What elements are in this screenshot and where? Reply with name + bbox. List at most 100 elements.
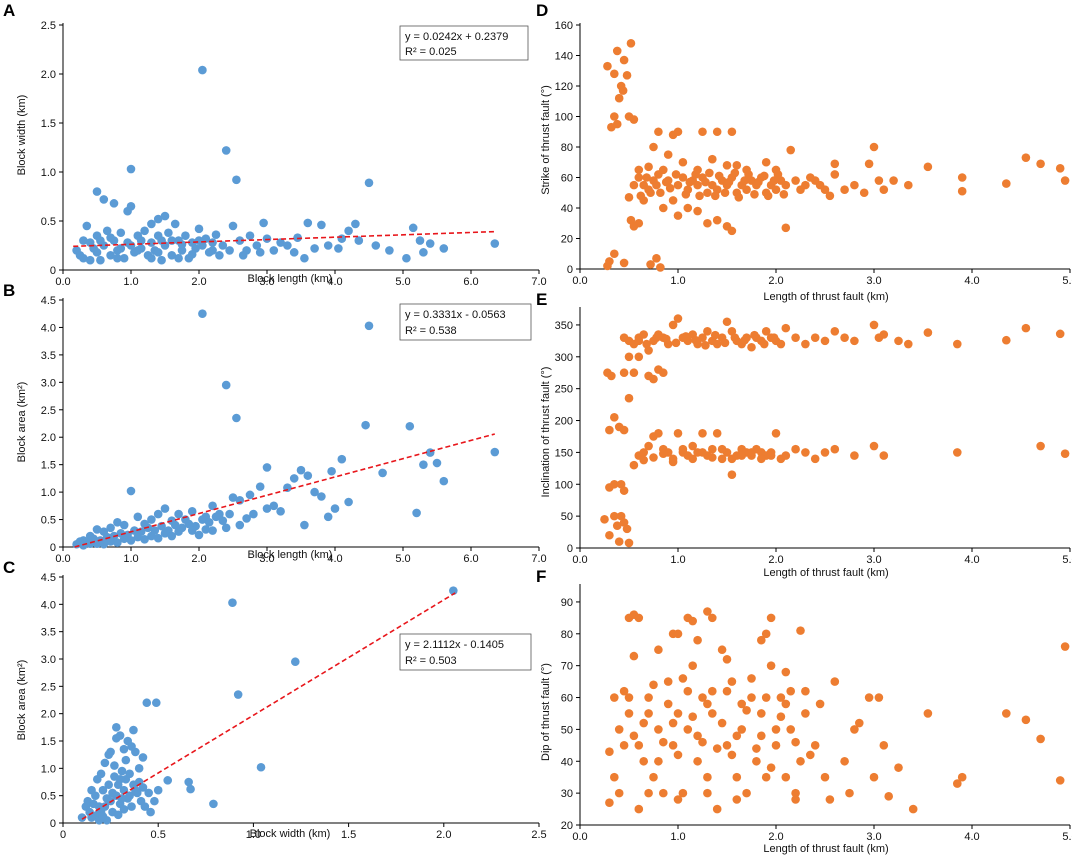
panel-c-data-point <box>121 755 131 765</box>
panel-c-y-tick-label: 0 <box>50 818 56 830</box>
panel-b-data-point <box>204 518 214 527</box>
panel-e-data-point <box>698 333 707 342</box>
panel-b-data-point <box>106 523 115 533</box>
panel-c-data-point <box>98 812 108 821</box>
panel-f-data-point <box>693 635 702 645</box>
panel-f-data-point <box>1002 709 1011 718</box>
panel-e-x-tick-label: 5.0 <box>1062 554 1072 566</box>
panel-b-ylabel: Block area (km²) <box>16 382 28 463</box>
panel-b-data-point <box>310 487 319 497</box>
panel-f-data-point <box>781 667 791 677</box>
panel-b-y-tick-label: 0.5 <box>41 515 56 527</box>
panel-c-data-point <box>119 805 129 814</box>
panel-c-data-point <box>150 796 159 806</box>
panel-a-data-point <box>102 226 112 236</box>
panel-c-data-point <box>117 794 127 803</box>
panel-a-data-point <box>218 241 228 250</box>
panel-b-y-tick-label: 1.0 <box>41 487 56 499</box>
panel-b-data-point <box>249 509 258 519</box>
panel-d-data-point <box>1002 179 1011 188</box>
panel-b-ticks: 0.0 1.0 2.0 3.0 4.0 5.0 6.0 7.0 0 0.5 1.0 1.5 2.0 2.5… <box>41 295 547 565</box>
panel-a-x-tick-label: 3.0 <box>259 276 274 288</box>
panel-a-x-tick-label: 2.0 <box>191 276 206 288</box>
panel-d-data-point <box>769 176 779 185</box>
panel-a-data-point <box>194 224 204 234</box>
panel-f-data-point <box>619 741 629 750</box>
panel-e-data-point <box>710 330 720 340</box>
panel-a-data-point <box>194 236 204 245</box>
panel-e: E 0.0 1.0 2.0 3.0 4.0 5.0 0 50 100 150 200 250 300 35… <box>536 290 1072 579</box>
panel-a-data-point <box>136 236 146 245</box>
panel-d-data-point <box>646 260 655 269</box>
panel-d-data-point <box>681 189 691 199</box>
panel-f-data-point <box>879 741 889 750</box>
panel-d-points <box>603 39 1070 272</box>
panel-f-data-point <box>639 718 648 728</box>
panel-e-data-point <box>652 333 661 342</box>
panel-e-data-point <box>629 460 639 470</box>
panel-d-data-point <box>649 142 658 152</box>
panel-f-y-tick-label: 30 <box>561 788 573 800</box>
panel-d-data-point <box>727 226 737 236</box>
panel-c-x-tick-label: 1.5 <box>341 829 356 841</box>
panel-d-data-point <box>722 161 732 170</box>
panel-e-data-point <box>747 448 756 457</box>
panel-d-ylabel: Strike of thrust fault (°) <box>540 85 552 195</box>
panel-c-equation: y = 2.1112x - 0.1405 <box>405 639 504 651</box>
panel-letter-d: D <box>536 1 548 20</box>
panel-b-y-tick-label: 0 <box>50 542 56 554</box>
panel-f-data-point <box>820 772 830 782</box>
panel-a-data-point <box>119 253 129 263</box>
panel-d-data-point <box>603 61 612 71</box>
panel-e-y-tick-label: 100 <box>555 479 573 491</box>
panel-a-data-point <box>225 246 234 255</box>
panel-a-data-point <box>415 236 425 245</box>
panel-e-data-point <box>750 330 759 340</box>
panel-f-data-point <box>732 731 742 741</box>
panel-b-data-point <box>133 532 143 542</box>
panel-b: B 0.0 1.0 2.0 3.0 4.0 5.0 6.0 7.0 0 0.5 1.0 1.5 2.0 2… <box>3 281 547 565</box>
panel-b-data-point <box>262 504 272 513</box>
panel-a: A 0.0 1.0 2.0 3.0 4.0 5.0 6.0 7.0 0 0.5 1.0 1.5 2.0 2… <box>3 1 547 288</box>
panel-e-data-point <box>717 454 727 464</box>
panel-e-data-point <box>781 323 791 333</box>
panel-e-data-point <box>659 368 668 378</box>
panel-a-data-point <box>371 241 381 250</box>
panel-e-data-point <box>610 413 619 422</box>
panel-c-data-point <box>125 769 134 779</box>
panel-f-x-tick-label: 5.0 <box>1062 831 1072 843</box>
panel-a-data-point <box>116 228 126 238</box>
panel-e-data-point <box>605 425 614 435</box>
panel-e-data-point <box>840 333 849 342</box>
panel-c-data-point <box>134 764 144 773</box>
panel-b-x-tick-label: 2.0 <box>191 553 206 565</box>
panel-a-data-point <box>337 234 347 243</box>
panel-b-data-point <box>92 539 102 549</box>
panel-d-data-point <box>678 173 688 182</box>
panel-d-y-tick-label: 160 <box>555 20 573 32</box>
panel-e-ylabel: Inclination of thrust fault (°) <box>540 367 552 498</box>
panel-e-data-point <box>791 444 800 454</box>
panel-f-data-point <box>634 613 644 623</box>
panel-a-data-point <box>99 195 109 204</box>
panel-f-data-point <box>614 725 624 734</box>
panel-f-data-point <box>654 756 663 766</box>
panel-a-data-point <box>293 233 302 242</box>
panel-d-data-point <box>1036 159 1045 169</box>
panel-f-data-point <box>717 645 727 655</box>
panel-e-data-point <box>737 451 746 460</box>
panel-c-data-point <box>146 807 155 817</box>
panel-a-y-tick-label: 0 <box>50 265 56 277</box>
panel-f-data-point <box>923 709 933 718</box>
panel-f-data-point <box>649 772 658 782</box>
panel-b-data-point <box>187 507 197 516</box>
panel-e-data-point <box>923 328 933 337</box>
panel-a-trendline <box>73 230 495 248</box>
panel-d-data-point <box>957 173 967 182</box>
panel-c-data-point <box>100 758 110 768</box>
panel-a-data-point <box>160 211 170 221</box>
panel-b-data-point <box>323 512 333 522</box>
panel-d-data-point <box>673 180 683 190</box>
panel-d-data-point <box>869 142 879 152</box>
panel-c-data-point <box>131 785 140 795</box>
